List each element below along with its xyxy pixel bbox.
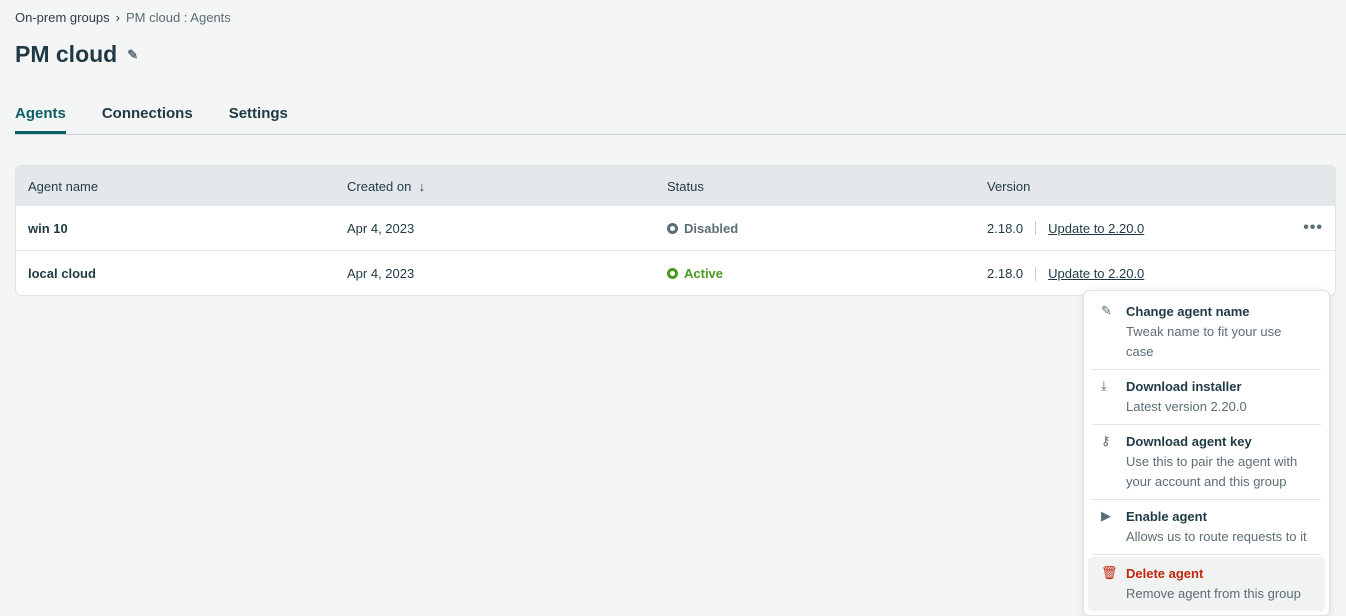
status-label: Active [684, 266, 724, 281]
tab-settings[interactable]: Settings [228, 105, 288, 122]
status-badge: Active [667, 266, 723, 281]
header-version: Version [987, 178, 1031, 194]
agent-actions-menu: ✎ Change agent name Tweak name to fit your… [1083, 290, 1330, 616]
created-on: Apr 4, 2023 [347, 220, 415, 236]
header-created-on[interactable]: Created on ↓ [347, 179, 425, 194]
agents-table: Agent name Created on ↓ Status Version w… [15, 165, 1336, 296]
active-status-icon [667, 268, 678, 279]
table-row: win 10 Apr 4, 2023 Disabled 2.18.0 Update… [16, 206, 1335, 251]
version-cell: 2.18.0 Update to 2.20.0 [987, 266, 1144, 281]
breadcrumb-parent-link[interactable]: On-prem groups [15, 10, 110, 25]
tab-bar: Agents Connections Settings [15, 105, 1346, 135]
update-link[interactable]: Update to 2.20.0 [1048, 266, 1145, 281]
header-created-label: Created on [347, 178, 412, 194]
menu-item-title: Download installer [1126, 379, 1242, 394]
menu-item-title: Delete agent [1126, 566, 1204, 581]
disabled-status-icon [667, 222, 678, 234]
divider [1035, 266, 1037, 281]
pencil-icon: ✎ [1101, 303, 1112, 318]
menu-item-title: Enable agent [1126, 509, 1207, 524]
menu-item-desc: Remove agent from this group [1126, 586, 1301, 601]
play-circle-icon: ▶ [1101, 508, 1111, 523]
edit-pencil-icon[interactable]: ✎ [127, 46, 139, 62]
breadcrumb: On-prem groups › PM cloud : Agents [15, 10, 231, 25]
agent-name: local cloud [28, 266, 96, 281]
header-status: Status [667, 178, 704, 194]
page-title-wrap: PM cloud ✎ [15, 41, 138, 68]
table-row: local cloud Apr 4, 2023 Active 2.18.0 Upd… [16, 251, 1335, 295]
menu-item-delete-agent[interactable]: 🗑 Delete agent Remove agent from this grou… [1088, 557, 1325, 611]
menu-item-desc: Latest version 2.20.0 [1126, 399, 1247, 414]
menu-item-desc: Tweak name to fit your use case [1126, 324, 1282, 359]
more-options-icon[interactable]: ••• [1303, 219, 1323, 236]
menu-item-desc: Use this to pair the agent with your acc… [1126, 454, 1298, 489]
trash-icon: 🗑 [1101, 565, 1118, 580]
page-title: PM cloud [15, 41, 118, 67]
table-header: Agent name Created on ↓ Status Version [16, 166, 1335, 206]
menu-item-title: Download agent key [1126, 434, 1252, 449]
version-cell: 2.18.0 Update to 2.20.0 [987, 221, 1144, 236]
menu-item-title: Change agent name [1126, 304, 1250, 319]
version-value: 2.18.0 [987, 220, 1024, 236]
menu-item-download-agent-key[interactable]: ⚷ Download agent key Use this to pair the … [1092, 425, 1321, 500]
key-icon: ⚷ [1101, 433, 1111, 448]
status-badge: Disabled [667, 221, 738, 236]
download-icon: ⤓ [1101, 378, 1107, 393]
tab-agents[interactable]: Agents [15, 105, 66, 134]
breadcrumb-current: PM cloud : Agents [126, 10, 231, 25]
header-agent-name: Agent name [28, 178, 99, 194]
menu-item-download-installer[interactable]: ⤓ Download installer Latest version 2.20.0 [1092, 370, 1321, 425]
menu-item-desc: Allows us to route requests to it [1126, 529, 1307, 544]
sort-arrow-down-icon: ↓ [418, 178, 426, 194]
menu-item-enable-agent[interactable]: ▶ Enable agent Allows us to route requests… [1092, 500, 1321, 555]
divider [1035, 221, 1037, 235]
menu-item-change-agent-name[interactable]: ✎ Change agent name Tweak name to fit your… [1092, 295, 1321, 370]
agent-name: win 10 [28, 220, 68, 236]
created-on: Apr 4, 2023 [347, 266, 415, 281]
update-link[interactable]: Update to 2.20.0 [1048, 220, 1145, 236]
version-value: 2.18.0 [987, 266, 1024, 281]
tab-connections[interactable]: Connections [101, 105, 193, 122]
status-label: Disabled [684, 220, 739, 236]
chevron-right-icon: › [115, 10, 120, 25]
